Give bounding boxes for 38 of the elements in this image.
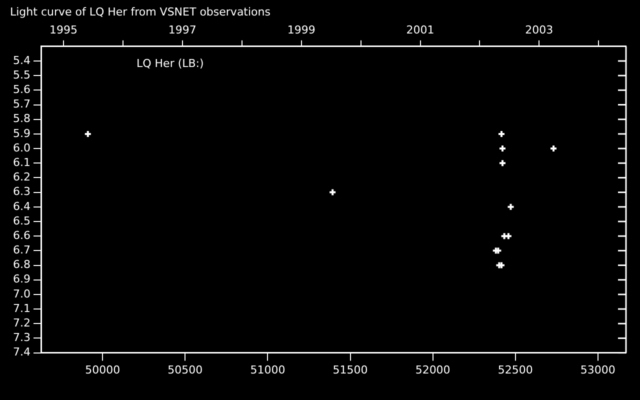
y-tick-label: 6.1 [12, 156, 30, 169]
x2-tick-label: 2001 [406, 24, 434, 37]
y-tick-label: 5.8 [12, 112, 30, 126]
x-tick-label: 50000 [85, 363, 120, 376]
y-tick-label: 5.4 [12, 54, 30, 67]
x2-tick-label: 1997 [168, 24, 196, 37]
x-tick-label: 50500 [168, 363, 203, 376]
chart-title: Light curve of LQ Her from VSNET observations [10, 5, 271, 18]
point [506, 202, 515, 211]
x2-tick-label: 1995 [49, 24, 78, 37]
point [328, 188, 337, 196]
y-tick-label: 5.6 [12, 83, 30, 96]
annotation: LQ Her (LB:) [136, 56, 204, 70]
x-tick-label: 51000 [250, 363, 286, 376]
y-tick-label: 6.9 [12, 272, 30, 286]
x2-tick-label: 2003 [525, 24, 554, 37]
y-tick-label: 5.5 [12, 68, 30, 82]
y-tick-label: 6.5 [12, 214, 30, 228]
y-tick-label: 7.1 [12, 302, 30, 315]
y-tick-label: 7.0 [12, 287, 30, 300]
y-tick-label: 6.8 [12, 258, 30, 272]
y-tick-label: 5.9 [12, 126, 30, 140]
y-tick-label: 6.4 [12, 200, 30, 213]
y-tick-label: 6.7 [12, 244, 30, 257]
x-tick-label: 53000 [580, 363, 616, 376]
x-tick-label: 52000 [415, 363, 450, 376]
y-tick-label: 6.2 [12, 170, 30, 184]
y-tick-label: 7.4 [12, 346, 30, 359]
point [500, 232, 508, 240]
y-tick-label: 6.0 [12, 141, 30, 154]
y-tick-label: 7.2 [12, 316, 30, 330]
x-tick-label: 52500 [498, 363, 533, 376]
y-tick-label: 5.7 [12, 98, 30, 111]
y-tick-label: 6.3 [12, 185, 30, 198]
x-tick-label: 51500 [332, 363, 368, 376]
y-tick-label: 7.3 [12, 331, 30, 344]
x2-tick-label: 1999 [287, 24, 316, 37]
y-tick-label: 6.6 [12, 228, 30, 242]
